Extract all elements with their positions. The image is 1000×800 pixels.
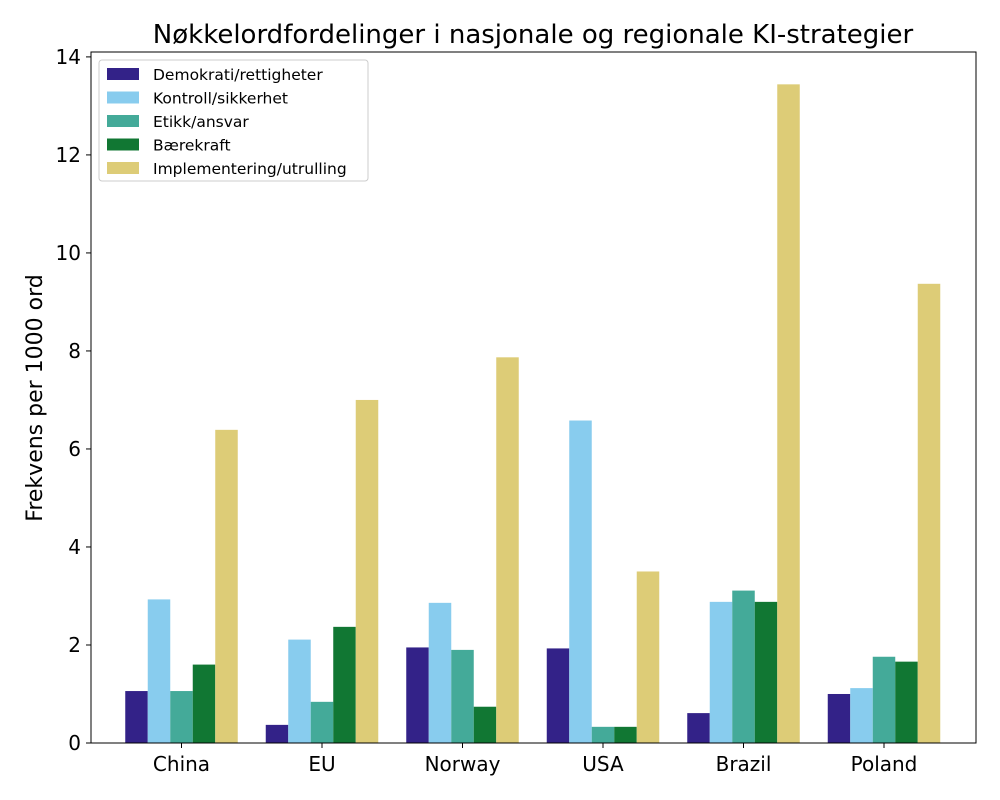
bar-poland-4 — [895, 661, 918, 743]
bar-brazil-2 — [709, 601, 733, 743]
legend-swatch — [107, 138, 139, 151]
x-axis: China EU Norway USA Brazil Poland — [153, 743, 917, 776]
bar-poland-2 — [850, 688, 873, 743]
legend: Demokrati/rettigheter Kontroll/sikkerhet E… — [98, 59, 369, 182]
legend-label: Implementering/utrulling — [153, 160, 347, 178]
legend-swatch — [107, 162, 139, 174]
y-tick-label: 0 — [68, 731, 81, 755]
bar-poland-3 — [872, 656, 896, 743]
legend-label: Etikk/ansvar — [153, 113, 249, 131]
bar-china-3 — [170, 691, 193, 743]
y-tick-label: 10 — [56, 241, 81, 265]
y-axis-label: Frekvens per 1000 ord — [23, 274, 48, 521]
bar-norway-4 — [473, 706, 497, 743]
legend-swatch — [107, 68, 139, 80]
x-tick-label: Poland — [851, 752, 918, 776]
bars-group — [125, 84, 941, 744]
y-tick-label: 6 — [68, 437, 81, 461]
bar-usa-1 — [546, 648, 570, 743]
bar-poland-1 — [827, 693, 851, 743]
bar-china-2 — [147, 599, 171, 743]
bar-eu-5 — [355, 399, 379, 743]
bar-china-5 — [215, 429, 238, 743]
bar-usa-3 — [591, 726, 615, 743]
y-tick-label: 14 — [56, 45, 81, 69]
legend-label: Bærekraft — [153, 137, 231, 155]
bar-usa-5 — [636, 571, 660, 743]
bar-eu-2 — [288, 639, 311, 743]
bar-china-4 — [192, 664, 216, 743]
bar-eu-4 — [333, 626, 356, 743]
bar-norway-3 — [451, 649, 474, 743]
plot-frame — [90, 51, 977, 744]
bar-brazil-3 — [732, 590, 755, 743]
x-tick-label: Brazil — [716, 752, 772, 776]
y-tick-label: 4 — [68, 535, 81, 559]
bar-poland-5 — [917, 283, 941, 743]
legend-label: Demokrati/rettigheter — [153, 66, 323, 84]
x-tick-label: China — [153, 752, 210, 776]
chart-title: Nøkkelordfordelinger i nasjonale og regi… — [153, 20, 914, 50]
x-tick-label: USA — [582, 752, 624, 776]
y-axis: 0 2 4 6 8 10 12 14 — [56, 45, 91, 755]
bar-china-1 — [125, 691, 148, 743]
x-tick-label: Norway — [425, 752, 501, 776]
bar-norway-1 — [406, 647, 429, 743]
bar-brazil-5 — [777, 84, 800, 744]
bar-norway-2 — [428, 602, 452, 743]
bar-usa-4 — [614, 726, 637, 743]
y-tick-label: 12 — [56, 143, 81, 167]
bar-eu-3 — [310, 701, 334, 743]
x-tick-label: EU — [308, 752, 335, 776]
y-tick-label: 8 — [68, 339, 81, 363]
legend-swatch — [107, 91, 139, 104]
legend-swatch — [107, 115, 139, 127]
bar-usa-2 — [569, 420, 592, 743]
y-tick-label: 2 — [68, 633, 81, 657]
legend-box — [98, 59, 369, 182]
bar-brazil-1 — [687, 713, 710, 743]
bar-brazil-4 — [754, 601, 778, 743]
legend-label: Kontroll/sikkerhet — [153, 90, 288, 108]
bar-eu-1 — [265, 724, 289, 743]
bar-norway-5 — [496, 357, 519, 743]
